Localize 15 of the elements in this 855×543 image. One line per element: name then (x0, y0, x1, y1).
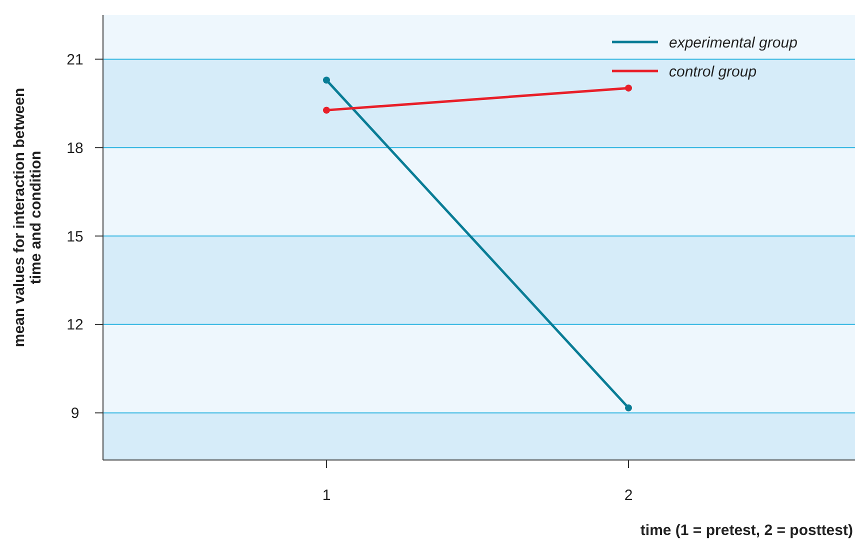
legend-label: experimental group (669, 34, 798, 52)
point (624, 404, 632, 412)
x-tick-label: 1 (322, 487, 331, 504)
y-axis-title: mean values for interaction between time and condition (11, 88, 44, 348)
point (624, 84, 632, 92)
y-tick-label: 18 (66, 140, 84, 157)
x-axis-title: time (1 = pretest, 2 = posttest) (640, 522, 853, 539)
y-tick-label: 15 (66, 228, 84, 246)
x-tick-label: 2 (624, 487, 633, 504)
y-tick-label: 12 (66, 316, 84, 334)
y-tick-label: 21 (66, 51, 84, 68)
point (322, 106, 330, 114)
point (322, 76, 330, 84)
legend-label: control group (669, 63, 757, 80)
y-tick-label: 9 (70, 405, 80, 422)
